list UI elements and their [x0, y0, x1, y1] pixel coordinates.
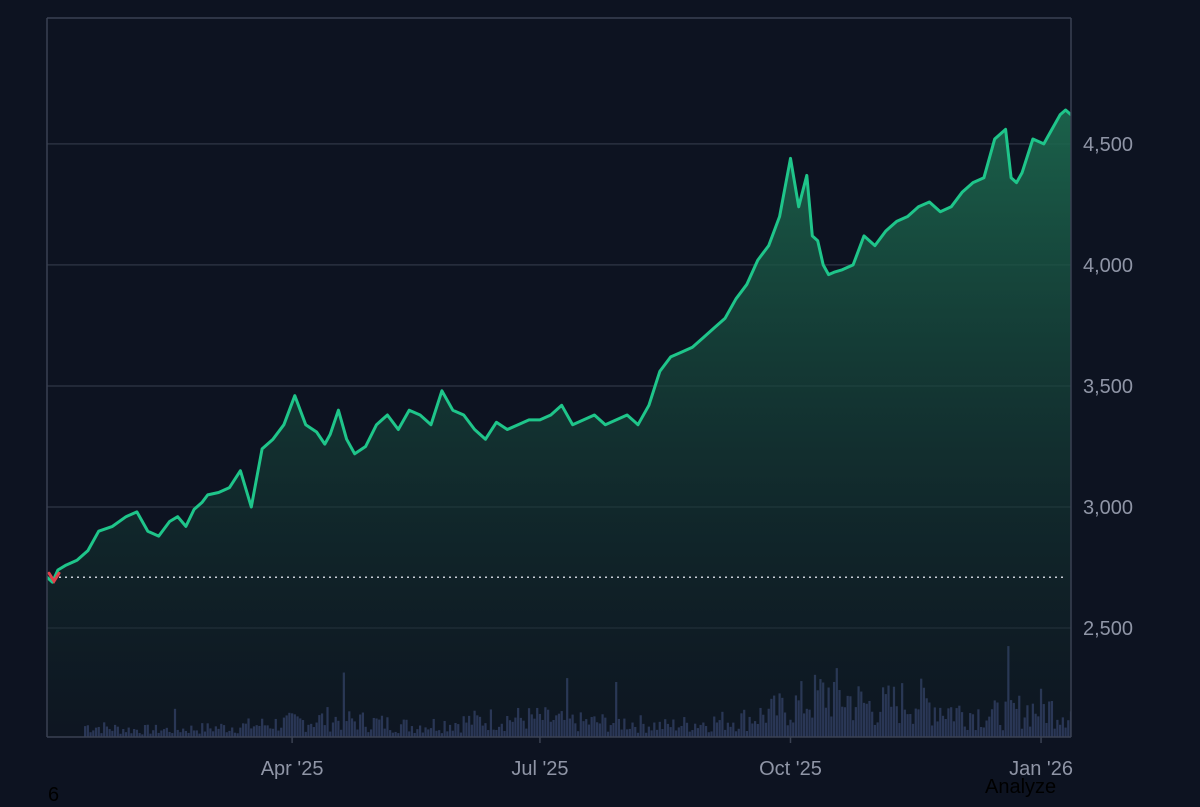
footer-left-label: 6 [48, 784, 60, 806]
price-area-fill [47, 110, 1071, 737]
x-tick-label: Jul '25 [511, 758, 568, 780]
x-tick-label: Apr '25 [261, 758, 324, 780]
plot-frame [46, 17, 1072, 738]
x-tick-label: Oct '25 [759, 758, 822, 780]
x-axis-ticks: Apr '25 Jul '25 Oct '25 Jan '26 [261, 737, 1073, 780]
y-tick-label: 3,500 [1083, 376, 1133, 398]
y-tick-label: 2,500 [1083, 618, 1133, 640]
y-tick-label: 3,000 [1083, 497, 1133, 519]
y-tick-label: 4,000 [1083, 255, 1133, 277]
y-tick-label: 4,500 [1083, 134, 1133, 156]
price-line [47, 108, 1071, 584]
x-tick-label: Jan '26 [1009, 758, 1073, 780]
y-axis-ticks: 4,500 4,000 3,500 3,000 2,500 [1083, 134, 1133, 640]
footer-analyze-label[interactable]: Analyze [985, 776, 1057, 798]
down-marker-icon [47, 571, 61, 585]
